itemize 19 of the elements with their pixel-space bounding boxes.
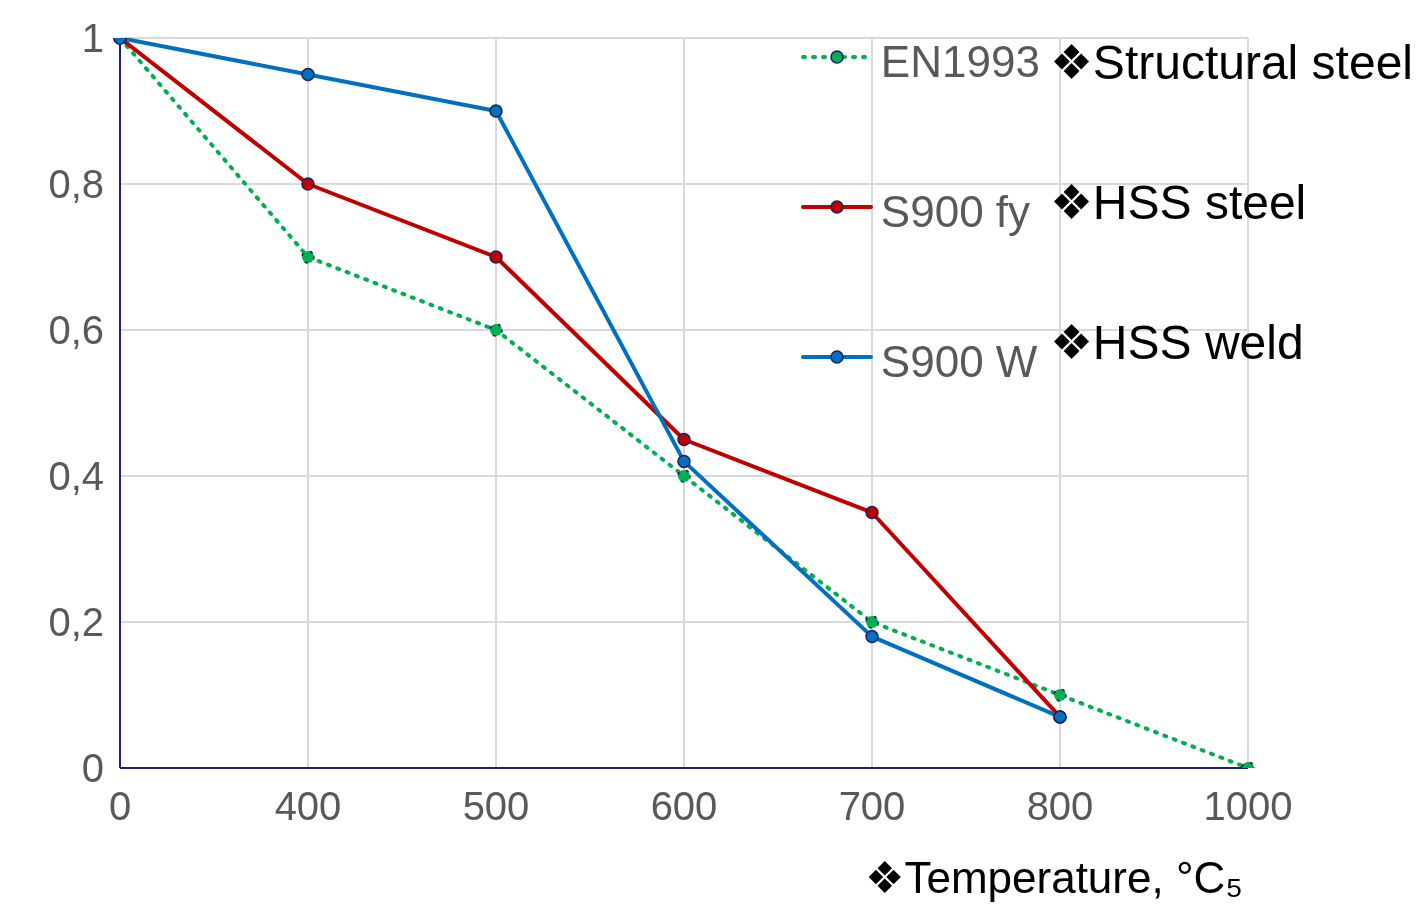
x-tick-label: 700 bbox=[838, 784, 906, 829]
y-tick-label: 0 bbox=[81, 746, 104, 791]
x-tick-label: 500 bbox=[462, 784, 530, 829]
y-tick-label: 0,6 bbox=[48, 308, 104, 353]
y-tick-label: 0,2 bbox=[48, 600, 104, 645]
y-tick-label: 0,4 bbox=[48, 454, 104, 499]
legend-label: S900 fy bbox=[880, 187, 1031, 236]
y-tick-label: 0,8 bbox=[48, 162, 104, 207]
annotation: ❖HSS weld bbox=[1049, 315, 1305, 371]
x-tick-label: 800 bbox=[1026, 784, 1094, 829]
x-tick-label: 1000 bbox=[1203, 784, 1293, 829]
annotation: ❖Structural steel bbox=[1049, 35, 1413, 91]
y-tick-label: 1 bbox=[81, 16, 104, 61]
x-tick-label: 600 bbox=[650, 784, 718, 829]
legend-label: EN1993 bbox=[880, 37, 1040, 86]
legend-label: S900 W bbox=[880, 337, 1038, 386]
x-axis-title: ❖Temperature, °C₅ bbox=[865, 853, 1243, 902]
annotation: ❖HSS steel bbox=[1049, 175, 1308, 231]
x-tick-label: 400 bbox=[274, 784, 342, 829]
